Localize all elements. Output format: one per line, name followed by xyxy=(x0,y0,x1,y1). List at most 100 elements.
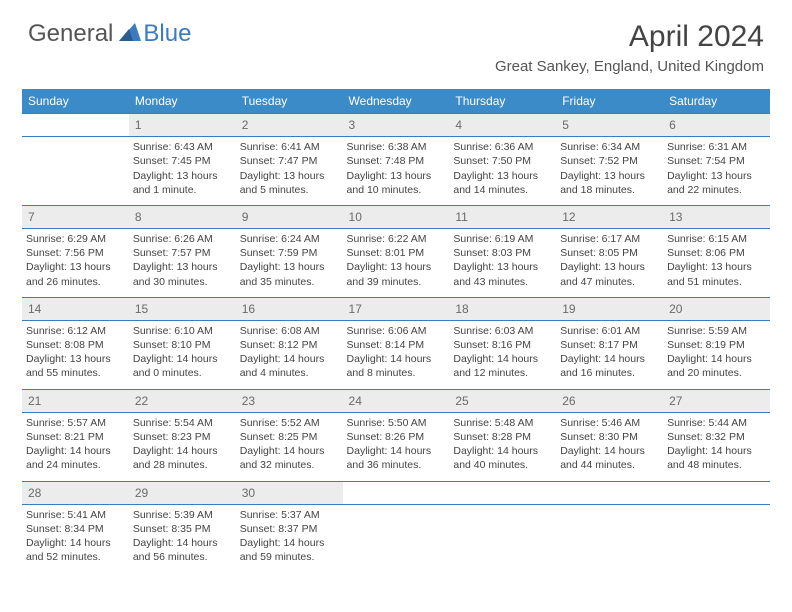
day-info-line: Sunrise: 6:29 AM xyxy=(26,232,125,246)
logo: General Blue xyxy=(28,20,191,48)
day-info-line: Daylight: 14 hours and 59 minutes. xyxy=(240,536,339,564)
day-number-cell xyxy=(22,114,129,137)
day-number-cell: 8 xyxy=(129,205,236,228)
day-info-line: Sunset: 8:34 PM xyxy=(26,522,125,536)
day-info-line: Sunset: 8:37 PM xyxy=(240,522,339,536)
day-number-row: 78910111213 xyxy=(22,205,770,228)
day-number-cell: 30 xyxy=(236,481,343,504)
day-info-line: Sunrise: 5:46 AM xyxy=(560,416,659,430)
day-content-cell: Sunrise: 5:44 AMSunset: 8:32 PMDaylight:… xyxy=(663,412,770,481)
day-content-cell: Sunrise: 5:46 AMSunset: 8:30 PMDaylight:… xyxy=(556,412,663,481)
day-number-cell: 20 xyxy=(663,297,770,320)
day-info-line: Sunrise: 6:03 AM xyxy=(453,324,552,338)
day-content-cell: Sunrise: 6:12 AMSunset: 8:08 PMDaylight:… xyxy=(22,320,129,389)
day-info-line: Sunrise: 5:50 AM xyxy=(347,416,446,430)
weekday-header: Wednesday xyxy=(343,89,450,114)
day-info-line: Sunset: 7:52 PM xyxy=(560,154,659,168)
day-number-cell: 9 xyxy=(236,205,343,228)
day-info-line: Daylight: 14 hours and 48 minutes. xyxy=(667,444,766,472)
day-content-cell: Sunrise: 5:50 AMSunset: 8:26 PMDaylight:… xyxy=(343,412,450,481)
day-info-line: Sunrise: 6:41 AM xyxy=(240,140,339,154)
day-info-line: Sunrise: 6:17 AM xyxy=(560,232,659,246)
day-content-cell: Sunrise: 6:15 AMSunset: 8:06 PMDaylight:… xyxy=(663,229,770,298)
day-info-line: Sunset: 7:50 PM xyxy=(453,154,552,168)
day-info-line: Daylight: 13 hours and 47 minutes. xyxy=(560,260,659,288)
day-number-cell: 29 xyxy=(129,481,236,504)
day-info-line: Daylight: 13 hours and 22 minutes. xyxy=(667,169,766,197)
day-number-cell: 23 xyxy=(236,389,343,412)
week-content-row: Sunrise: 5:57 AMSunset: 8:21 PMDaylight:… xyxy=(22,412,770,481)
day-info-line: Daylight: 13 hours and 43 minutes. xyxy=(453,260,552,288)
day-number-cell: 4 xyxy=(449,114,556,137)
day-info-line: Sunset: 8:23 PM xyxy=(133,430,232,444)
day-info-line: Sunrise: 6:43 AM xyxy=(133,140,232,154)
weekday-header: Saturday xyxy=(663,89,770,114)
day-info-line: Sunset: 8:03 PM xyxy=(453,246,552,260)
day-info-line: Daylight: 14 hours and 56 minutes. xyxy=(133,536,232,564)
day-info-line: Sunset: 8:30 PM xyxy=(560,430,659,444)
day-number-cell: 6 xyxy=(663,114,770,137)
day-content-cell xyxy=(449,504,556,572)
day-content-cell: Sunrise: 5:54 AMSunset: 8:23 PMDaylight:… xyxy=(129,412,236,481)
day-info-line: Sunrise: 6:31 AM xyxy=(667,140,766,154)
day-content-cell: Sunrise: 5:52 AMSunset: 8:25 PMDaylight:… xyxy=(236,412,343,481)
day-content-cell xyxy=(22,137,129,206)
day-info-line: Daylight: 14 hours and 0 minutes. xyxy=(133,352,232,380)
day-number-cell: 1 xyxy=(129,114,236,137)
day-info-line: Daylight: 13 hours and 39 minutes. xyxy=(347,260,446,288)
day-info-line: Sunrise: 6:34 AM xyxy=(560,140,659,154)
day-info-line: Sunrise: 5:39 AM xyxy=(133,508,232,522)
day-info-line: Sunset: 8:16 PM xyxy=(453,338,552,352)
day-content-cell: Sunrise: 6:19 AMSunset: 8:03 PMDaylight:… xyxy=(449,229,556,298)
day-info-line: Daylight: 14 hours and 16 minutes. xyxy=(560,352,659,380)
weekday-header: Thursday xyxy=(449,89,556,114)
week-content-row: Sunrise: 6:12 AMSunset: 8:08 PMDaylight:… xyxy=(22,320,770,389)
day-number-cell xyxy=(449,481,556,504)
day-info-line: Sunset: 8:08 PM xyxy=(26,338,125,352)
day-content-cell: Sunrise: 6:41 AMSunset: 7:47 PMDaylight:… xyxy=(236,137,343,206)
day-content-cell xyxy=(663,504,770,572)
day-info-line: Sunrise: 5:57 AM xyxy=(26,416,125,430)
day-info-line: Sunset: 7:45 PM xyxy=(133,154,232,168)
day-info-line: Sunrise: 6:15 AM xyxy=(667,232,766,246)
day-info-line: Sunrise: 6:36 AM xyxy=(453,140,552,154)
day-number-cell: 26 xyxy=(556,389,663,412)
weekday-header-row: SundayMondayTuesdayWednesdayThursdayFrid… xyxy=(22,89,770,114)
day-number-cell: 10 xyxy=(343,205,450,228)
day-info-line: Daylight: 13 hours and 55 minutes. xyxy=(26,352,125,380)
day-number-cell: 7 xyxy=(22,205,129,228)
day-info-line: Sunset: 7:47 PM xyxy=(240,154,339,168)
day-info-line: Sunset: 8:19 PM xyxy=(667,338,766,352)
day-number-cell xyxy=(556,481,663,504)
day-content-cell: Sunrise: 6:36 AMSunset: 7:50 PMDaylight:… xyxy=(449,137,556,206)
day-content-cell xyxy=(556,504,663,572)
month-title: April 2024 xyxy=(495,20,764,54)
day-info-line: Sunset: 8:12 PM xyxy=(240,338,339,352)
day-number-cell: 24 xyxy=(343,389,450,412)
day-number-cell: 28 xyxy=(22,481,129,504)
day-content-cell: Sunrise: 6:31 AMSunset: 7:54 PMDaylight:… xyxy=(663,137,770,206)
day-info-line: Sunset: 8:06 PM xyxy=(667,246,766,260)
day-info-line: Sunset: 8:25 PM xyxy=(240,430,339,444)
day-content-cell: Sunrise: 6:17 AMSunset: 8:05 PMDaylight:… xyxy=(556,229,663,298)
day-number-cell: 22 xyxy=(129,389,236,412)
day-number-cell: 2 xyxy=(236,114,343,137)
day-content-cell: Sunrise: 6:10 AMSunset: 8:10 PMDaylight:… xyxy=(129,320,236,389)
page-header: General Blue April 2024 Great Sankey, En… xyxy=(0,0,792,83)
day-content-cell: Sunrise: 5:57 AMSunset: 8:21 PMDaylight:… xyxy=(22,412,129,481)
day-info-line: Sunrise: 5:52 AM xyxy=(240,416,339,430)
day-info-line: Sunset: 8:28 PM xyxy=(453,430,552,444)
day-info-line: Daylight: 13 hours and 26 minutes. xyxy=(26,260,125,288)
day-content-cell: Sunrise: 6:29 AMSunset: 7:56 PMDaylight:… xyxy=(22,229,129,298)
logo-triangle-icon xyxy=(119,23,141,46)
logo-text-blue: Blue xyxy=(143,20,191,48)
day-info-line: Daylight: 13 hours and 18 minutes. xyxy=(560,169,659,197)
calendar-table: SundayMondayTuesdayWednesdayThursdayFrid… xyxy=(22,89,770,572)
day-info-line: Daylight: 14 hours and 40 minutes. xyxy=(453,444,552,472)
day-info-line: Sunrise: 5:48 AM xyxy=(453,416,552,430)
day-info-line: Sunset: 8:35 PM xyxy=(133,522,232,536)
day-number-cell: 18 xyxy=(449,297,556,320)
day-info-line: Sunrise: 5:44 AM xyxy=(667,416,766,430)
day-number-cell: 21 xyxy=(22,389,129,412)
day-info-line: Daylight: 13 hours and 10 minutes. xyxy=(347,169,446,197)
